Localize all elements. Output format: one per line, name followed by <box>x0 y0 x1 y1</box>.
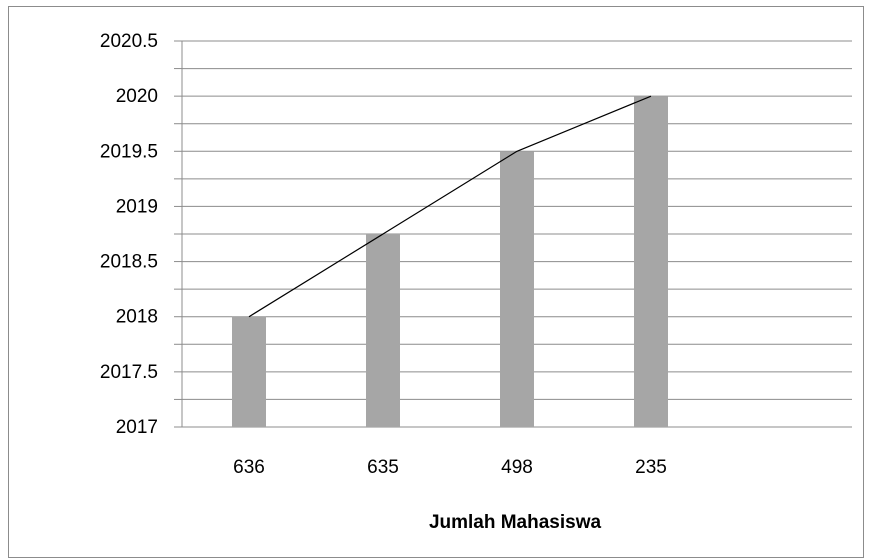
y-tick-label: 2019 <box>116 196 158 217</box>
x-axis-title: Jumlah Mahasiswa <box>429 512 602 533</box>
y-tick-label: 2017 <box>116 417 158 438</box>
y-tick-label: 2018.5 <box>100 252 158 273</box>
bar <box>232 316 266 427</box>
x-tick-label: 235 <box>635 457 667 478</box>
y-tick-label: 2020 <box>116 86 158 107</box>
y-axis-ticks: 2017 2017.5 2018 2018.5 2019 2019.5 2020 2020.5 <box>100 31 158 438</box>
y-tick-label: 2018 <box>116 307 158 328</box>
bar <box>366 234 400 427</box>
x-axis-ticks: 636 635 498 235 <box>233 457 667 478</box>
bar <box>634 96 668 428</box>
trend-line <box>248 95 652 318</box>
chart-frame <box>8 6 864 558</box>
x-tick-label: 636 <box>233 457 265 478</box>
y-tick-label: 2019.5 <box>100 141 158 162</box>
bar <box>500 151 534 428</box>
bars <box>232 96 668 428</box>
y-tick-label: 2017.5 <box>100 362 158 383</box>
trend-line-layer <box>248 95 652 318</box>
x-tick-label: 498 <box>501 457 533 478</box>
x-tick-label: 635 <box>367 457 399 478</box>
y-tick-label: 2020.5 <box>100 31 158 52</box>
